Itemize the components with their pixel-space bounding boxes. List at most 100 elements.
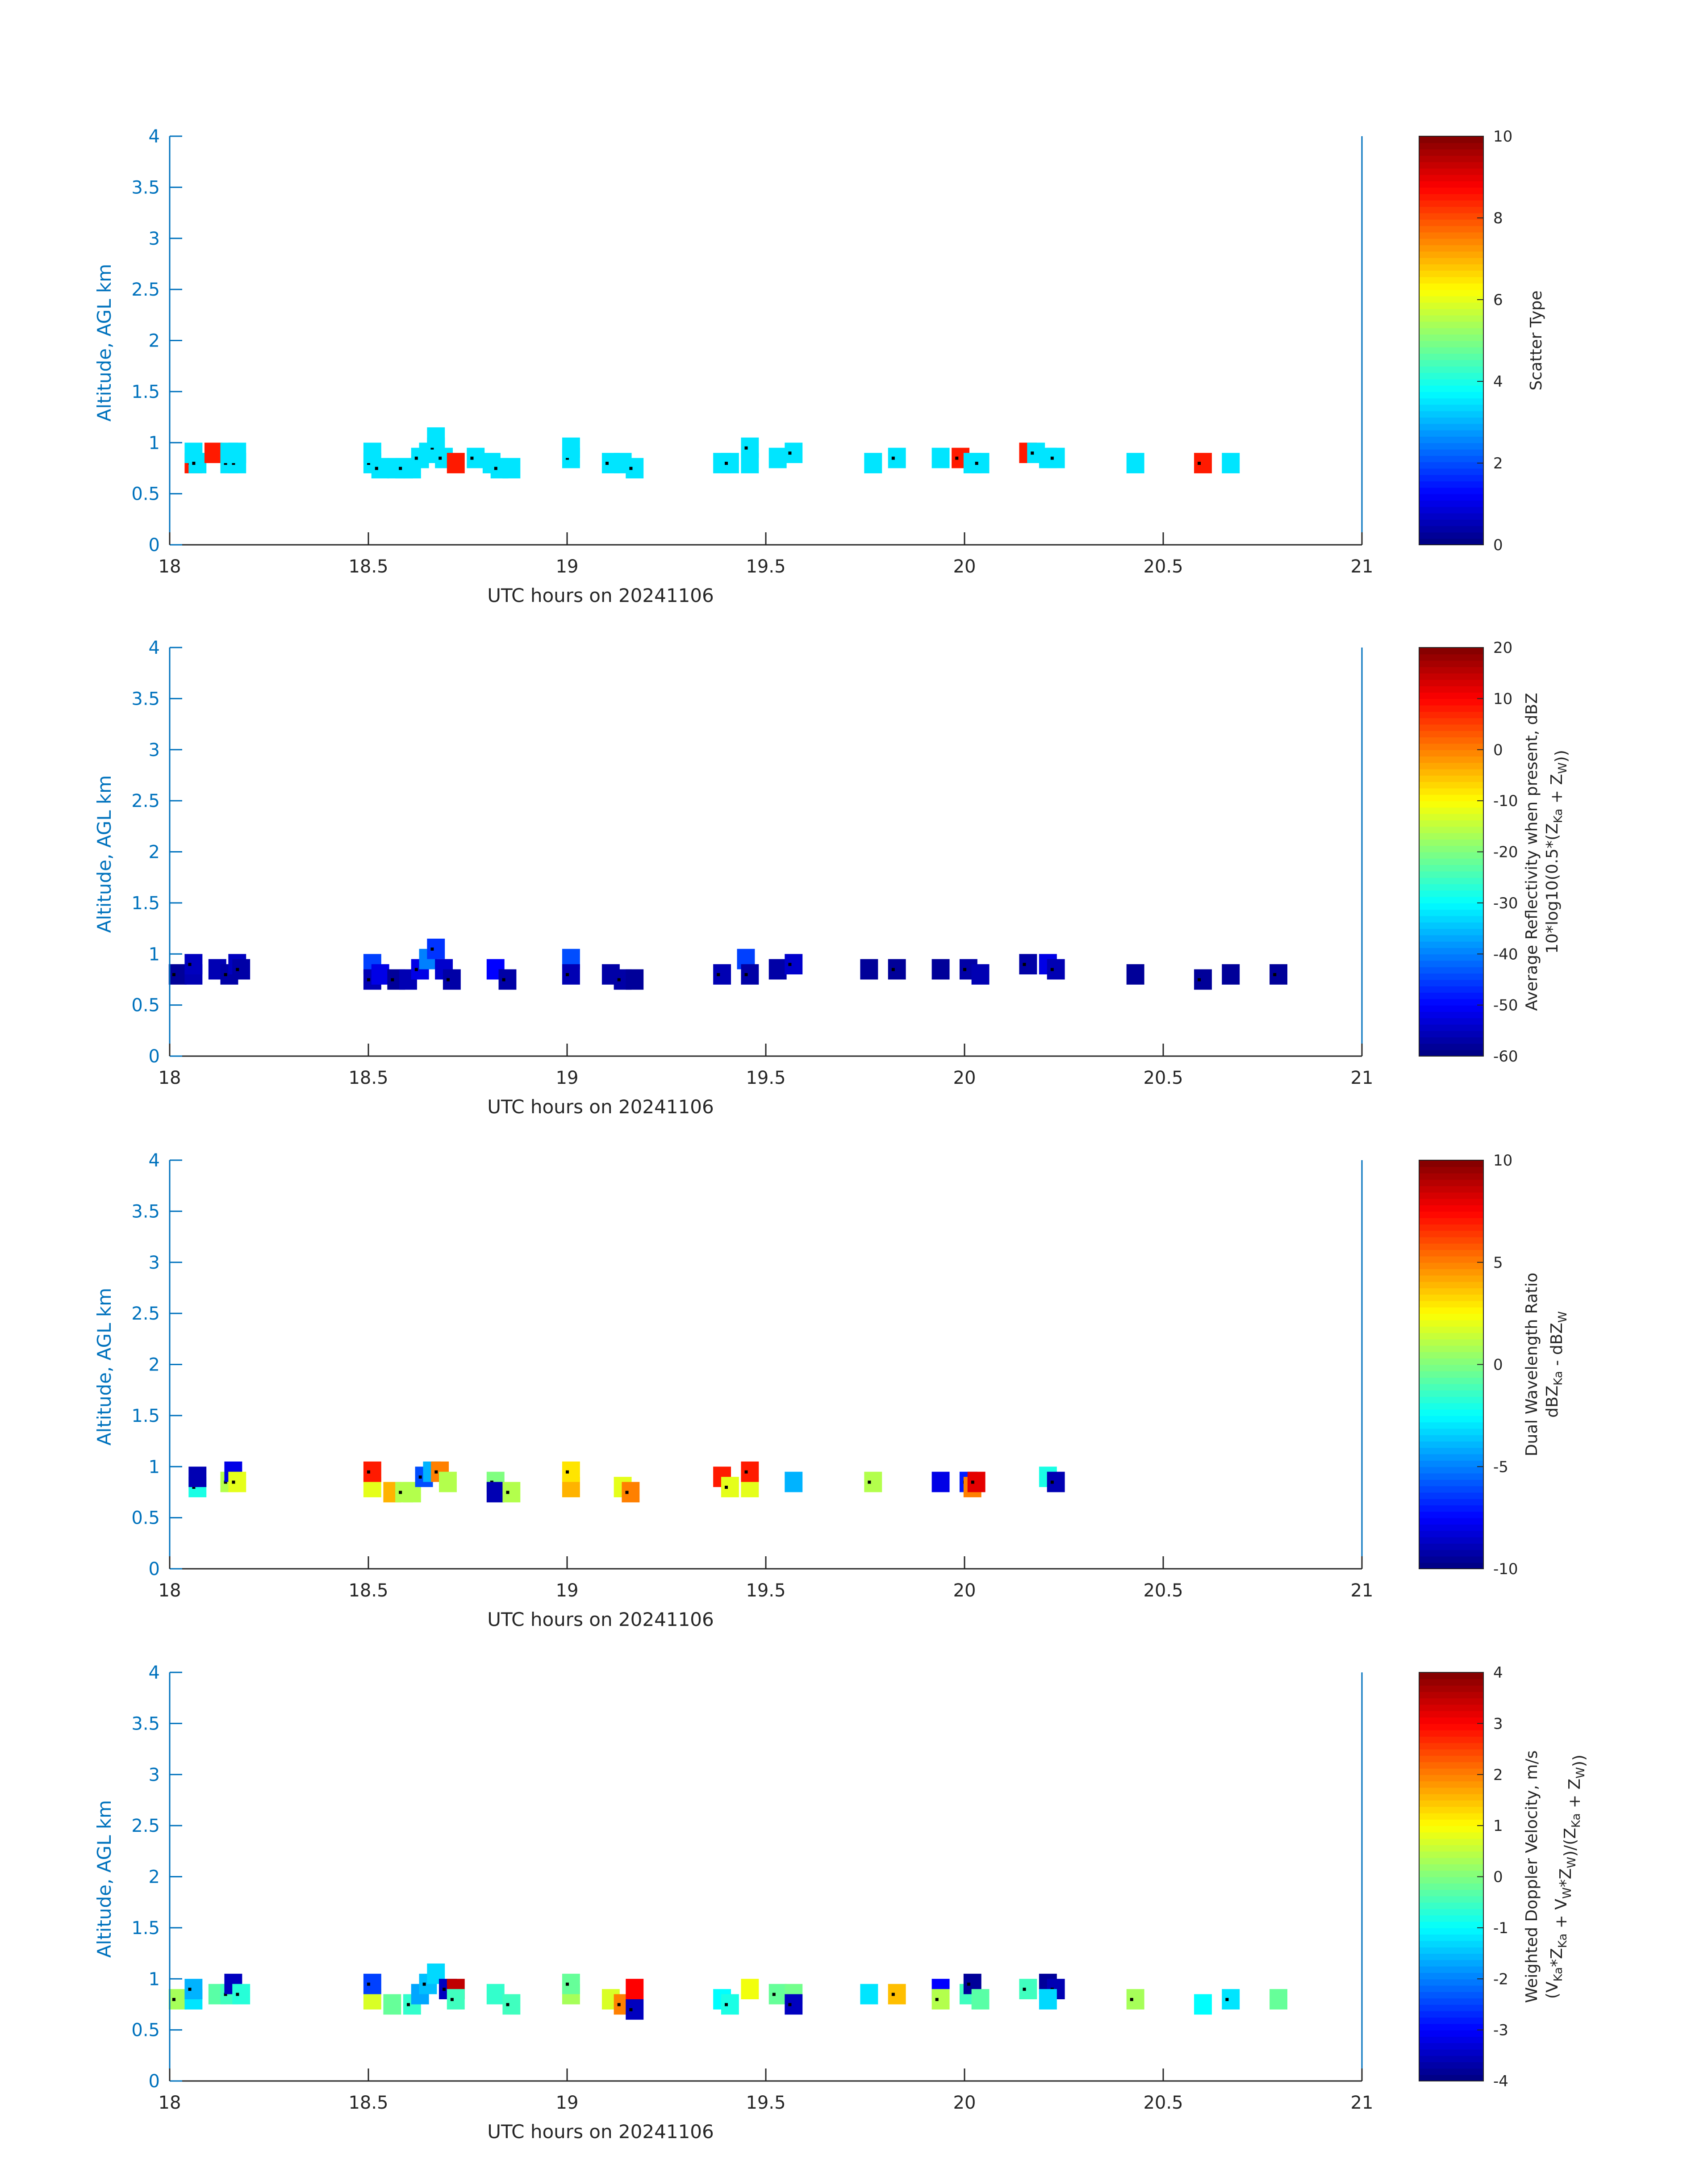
x-tick-label: 20.5 xyxy=(1143,1580,1183,1601)
cloud-base-marker xyxy=(236,968,239,971)
colorbar-segment xyxy=(1419,2036,1483,2043)
data-cell xyxy=(721,1477,739,1497)
colorbar-tick-label: -10 xyxy=(1493,1560,1518,1578)
cloud-base-marker xyxy=(1198,462,1201,465)
colorbar-segment xyxy=(1419,986,1483,993)
colorbar-segment xyxy=(1419,493,1483,501)
colorbar-segment xyxy=(1419,1396,1483,1404)
x-axis-label: UTC hours on 20241106 xyxy=(487,2121,714,2143)
colorbar-segment xyxy=(1419,1755,1483,1763)
colorbar-segment xyxy=(1419,922,1483,929)
colorbar-segment xyxy=(1419,149,1483,156)
cloud-base-marker xyxy=(447,978,450,982)
colorbar-segment xyxy=(1419,391,1483,399)
colorbar-segment xyxy=(1419,1326,1483,1333)
colorbar-segment xyxy=(1419,871,1483,878)
colorbar-segment xyxy=(1419,1249,1483,1257)
cloud-base-marker xyxy=(891,968,895,971)
colorbar-segment xyxy=(1419,455,1483,463)
colorbar-segment xyxy=(1419,2062,1483,2069)
x-tick-label: 18 xyxy=(159,556,181,577)
colorbar-segment xyxy=(1419,685,1483,693)
cloud-base-marker xyxy=(224,1993,227,1996)
colorbar-segment xyxy=(1419,1864,1483,1871)
data-cell xyxy=(232,1984,251,2005)
data-cell xyxy=(622,1482,640,1503)
colorbar-segment xyxy=(1419,1313,1483,1320)
colorbar-tick-label: 5 xyxy=(1493,1254,1503,1272)
colorbar-segment xyxy=(1419,1691,1483,1699)
data-cell xyxy=(971,964,990,985)
colorbar-segment xyxy=(1419,1160,1483,1167)
cloud-base-marker xyxy=(566,1470,569,1474)
colorbar-segment xyxy=(1419,1857,1483,1864)
colorbar-label: Average Reflectivity when present, dBZ xyxy=(1523,693,1541,1011)
colorbar-segment xyxy=(1419,251,1483,258)
cloud-base-marker xyxy=(975,462,978,465)
data-cell xyxy=(1126,453,1144,473)
colorbar-segment xyxy=(1419,2023,1483,2031)
y-tick-label: 2.5 xyxy=(131,1304,160,1324)
data-cell xyxy=(188,453,207,473)
data-cell xyxy=(1222,964,1240,985)
x-tick-label: 18 xyxy=(159,1580,181,1601)
colorbar-segment xyxy=(1419,858,1483,865)
data-cell xyxy=(864,453,882,473)
cloud-base-marker xyxy=(1023,963,1026,966)
colorbar-segment xyxy=(1419,1723,1483,1730)
colorbar-tick-label: -50 xyxy=(1493,997,1518,1015)
colorbar-tick-label: 2 xyxy=(1493,455,1503,472)
cloud-base-marker xyxy=(1050,1480,1054,1484)
colorbar-tick-label: -2 xyxy=(1493,1970,1508,1988)
colorbar-segment xyxy=(1419,519,1483,526)
colorbar-segment xyxy=(1419,1224,1483,1231)
colorbar-segment xyxy=(1419,1556,1483,1563)
colorbar-segment xyxy=(1419,538,1483,545)
colorbar-segment xyxy=(1419,1672,1483,1680)
colorbar-segment xyxy=(1419,1915,1483,1922)
colorbar-segment xyxy=(1419,979,1483,986)
cloud-base-marker xyxy=(414,968,418,971)
data-cell xyxy=(562,1461,580,1482)
cloud-base-marker xyxy=(224,462,227,465)
cloud-base-marker xyxy=(891,1993,895,1996)
data-cell xyxy=(371,458,389,479)
y-tick-label: 0.5 xyxy=(131,995,160,1016)
data-cell xyxy=(741,1979,759,1999)
data-cell xyxy=(502,458,521,479)
colorbar-segment xyxy=(1419,1275,1483,1282)
y-tick-label: 1.5 xyxy=(131,893,160,914)
colorbar-segment xyxy=(1419,1883,1483,1890)
colorbar-segment xyxy=(1419,749,1483,757)
colorbar-segment xyxy=(1419,2010,1483,2018)
cloud-base-marker xyxy=(470,456,474,460)
colorbar-segment xyxy=(1419,711,1483,719)
colorbar-segment xyxy=(1419,648,1483,655)
colorbar-segment xyxy=(1419,181,1483,188)
colorbar-segment xyxy=(1419,1908,1483,1916)
colorbar-segment xyxy=(1419,532,1483,539)
colorbar-formula: (VKa*ZKa + VW*ZW)/(ZKa + ZW)) xyxy=(1543,1755,1588,1999)
data-cell xyxy=(741,964,759,985)
colorbar-segment xyxy=(1419,379,1483,386)
colorbar-segment xyxy=(1419,1562,1483,1569)
cloud-base-marker xyxy=(443,1988,446,1991)
colorbar-segment xyxy=(1419,1173,1483,1180)
cloud-base-marker xyxy=(450,1998,454,2001)
colorbar-segment xyxy=(1419,1447,1483,1454)
cloud-base-marker xyxy=(438,456,442,460)
colorbar-segment xyxy=(1419,155,1483,163)
colorbar-segment xyxy=(1419,1192,1483,1199)
cloud-base-marker xyxy=(367,978,370,982)
data-cell xyxy=(931,959,950,980)
cloud-base-marker xyxy=(172,1998,175,2001)
colorbar-tick-label: 0 xyxy=(1493,741,1503,759)
cloud-base-marker xyxy=(963,968,966,971)
colorbar-segment xyxy=(1419,1377,1483,1384)
data-cell xyxy=(931,447,950,468)
cloud-base-marker xyxy=(1031,451,1034,455)
data-cell xyxy=(228,443,246,463)
colorbar-segment xyxy=(1419,813,1483,821)
colorbar-segment xyxy=(1419,1390,1483,1397)
